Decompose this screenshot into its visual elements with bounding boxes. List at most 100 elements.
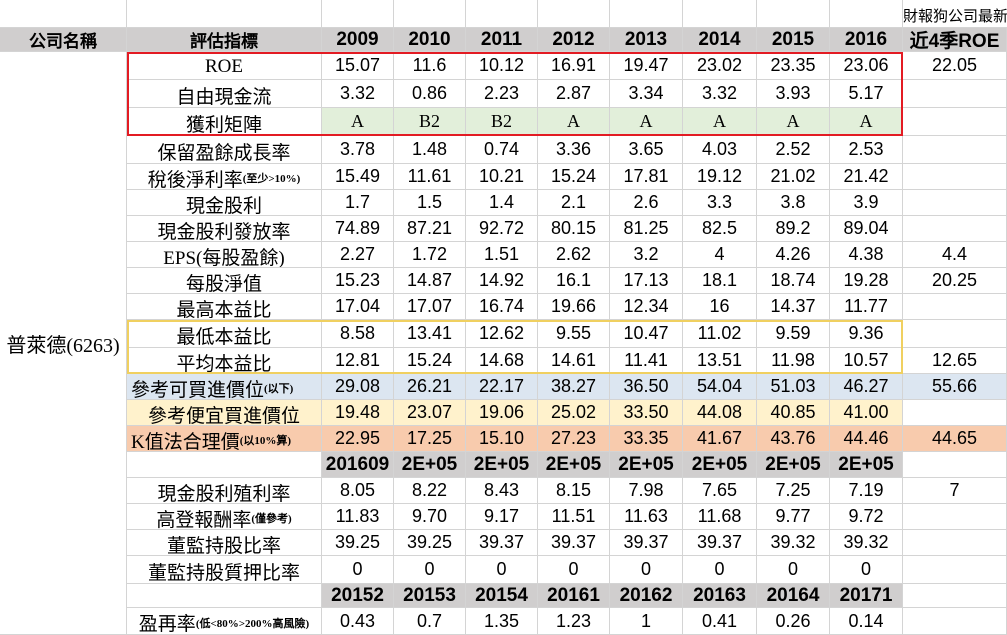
value-cell[interactable]: 1.4 [466,190,538,216]
value-cell[interactable]: 33.50 [610,400,683,426]
year-header[interactable]: 2009 [322,28,394,52]
value-cell[interactable]: A [538,108,610,136]
value-cell[interactable]: 10.21 [466,164,538,190]
value-cell[interactable]: 1.35 [466,608,538,635]
quarter-header[interactable]: 20154 [466,584,538,608]
value-cell[interactable]: 33.35 [610,426,683,452]
value-cell[interactable]: 3.32 [683,80,757,108]
empty-cell[interactable] [903,584,1007,608]
recent-value-cell[interactable] [903,80,1007,108]
value-cell[interactable]: 11.61 [394,164,466,190]
value-cell[interactable]: 7.19 [830,478,903,504]
value-cell[interactable]: 15.24 [394,348,466,374]
recent-value-cell[interactable] [903,608,1007,635]
period-header[interactable]: 2E+05 [466,452,538,478]
empty-cell[interactable] [466,0,538,28]
value-cell[interactable]: 0 [830,556,903,584]
value-cell[interactable]: 12.62 [466,320,538,348]
value-cell[interactable]: 7.98 [610,478,683,504]
value-cell[interactable]: 8.43 [466,478,538,504]
value-cell[interactable]: 11.98 [757,348,830,374]
empty-cell[interactable] [610,0,683,28]
metric-label[interactable]: ROE [127,52,322,80]
value-cell[interactable]: 2.1 [538,190,610,216]
metric-label[interactable]: 董監持股比率 [127,530,322,556]
value-cell[interactable]: 11.83 [322,504,394,530]
value-cell[interactable]: 11.51 [538,504,610,530]
empty-cell[interactable] [0,0,127,28]
value-cell[interactable]: 8.22 [394,478,466,504]
value-cell[interactable]: 39.25 [322,530,394,556]
value-cell[interactable]: 81.25 [610,216,683,242]
recent-value-cell[interactable]: 4.4 [903,242,1007,268]
period-header[interactable]: 2E+05 [538,452,610,478]
quarter-header[interactable]: 20164 [757,584,830,608]
value-cell[interactable]: 11.02 [683,320,757,348]
value-cell[interactable]: 10.47 [610,320,683,348]
period-header[interactable]: 201609 [322,452,394,478]
value-cell[interactable]: 3.8 [757,190,830,216]
recent-value-cell[interactable]: 22.05 [903,52,1007,80]
metric-label[interactable]: 參考便宜買進價位 [127,400,322,426]
value-cell[interactable]: 22.17 [466,374,538,400]
value-cell[interactable]: 9.72 [830,504,903,530]
recent-roe-header[interactable]: 近4季ROE [903,28,1007,52]
year-header[interactable]: 2016 [830,28,903,52]
value-cell[interactable]: 25.02 [538,400,610,426]
metric-label[interactable]: 自由現金流 [127,80,322,108]
value-cell[interactable]: 18.74 [757,268,830,294]
value-cell[interactable]: 23.06 [830,52,903,80]
value-cell[interactable]: 21.02 [757,164,830,190]
year-header[interactable]: 2015 [757,28,830,52]
year-header[interactable]: 2014 [683,28,757,52]
company-name[interactable]: 普萊德(6263) [0,52,127,635]
value-cell[interactable]: 14.87 [394,268,466,294]
empty-cell[interactable] [903,452,1007,478]
value-cell[interactable]: 39.37 [683,530,757,556]
value-cell[interactable]: 3.65 [610,136,683,164]
value-cell[interactable]: 8.58 [322,320,394,348]
value-cell[interactable]: 74.89 [322,216,394,242]
value-cell[interactable]: 2.87 [538,80,610,108]
value-cell[interactable]: 4.03 [683,136,757,164]
value-cell[interactable]: 2.6 [610,190,683,216]
value-cell[interactable]: 1.72 [394,242,466,268]
value-cell[interactable]: 23.35 [757,52,830,80]
value-cell[interactable]: 0.7 [394,608,466,635]
value-cell[interactable]: 9.55 [538,320,610,348]
value-cell[interactable]: 16.74 [466,294,538,320]
value-cell[interactable]: 39.32 [830,530,903,556]
metric-label[interactable]: 現金股利殖利率 [127,478,322,504]
value-cell[interactable]: 89.04 [830,216,903,242]
value-cell[interactable]: B2 [394,108,466,136]
value-cell[interactable]: 9.70 [394,504,466,530]
value-cell[interactable]: 22.95 [322,426,394,452]
value-cell[interactable]: 0 [538,556,610,584]
value-cell[interactable]: 1.5 [394,190,466,216]
quarter-header[interactable]: 20171 [830,584,903,608]
value-cell[interactable]: 39.37 [538,530,610,556]
value-cell[interactable]: 14.37 [757,294,830,320]
value-cell[interactable]: 9.59 [757,320,830,348]
value-cell[interactable]: 19.28 [830,268,903,294]
empty-cell[interactable] [538,0,610,28]
value-cell[interactable]: 4.38 [830,242,903,268]
metric-label[interactable]: 現金股利 [127,190,322,216]
value-cell[interactable]: 2.23 [466,80,538,108]
value-cell[interactable]: 19.66 [538,294,610,320]
value-cell[interactable]: 19.47 [610,52,683,80]
metric-label[interactable]: 最高本益比 [127,294,322,320]
recent-value-cell[interactable] [903,136,1007,164]
value-cell[interactable]: 3.9 [830,190,903,216]
value-cell[interactable]: 82.5 [683,216,757,242]
value-cell[interactable]: 12.34 [610,294,683,320]
value-cell[interactable]: 3.36 [538,136,610,164]
value-cell[interactable]: 16.1 [538,268,610,294]
value-cell[interactable]: 1.7 [322,190,394,216]
recent-value-cell[interactable] [903,164,1007,190]
value-cell[interactable]: 11.63 [610,504,683,530]
metric-label[interactable]: 現金股利發放率 [127,216,322,242]
value-cell[interactable]: A [322,108,394,136]
period-header[interactable]: 2E+05 [830,452,903,478]
empty-cell[interactable] [127,584,322,608]
